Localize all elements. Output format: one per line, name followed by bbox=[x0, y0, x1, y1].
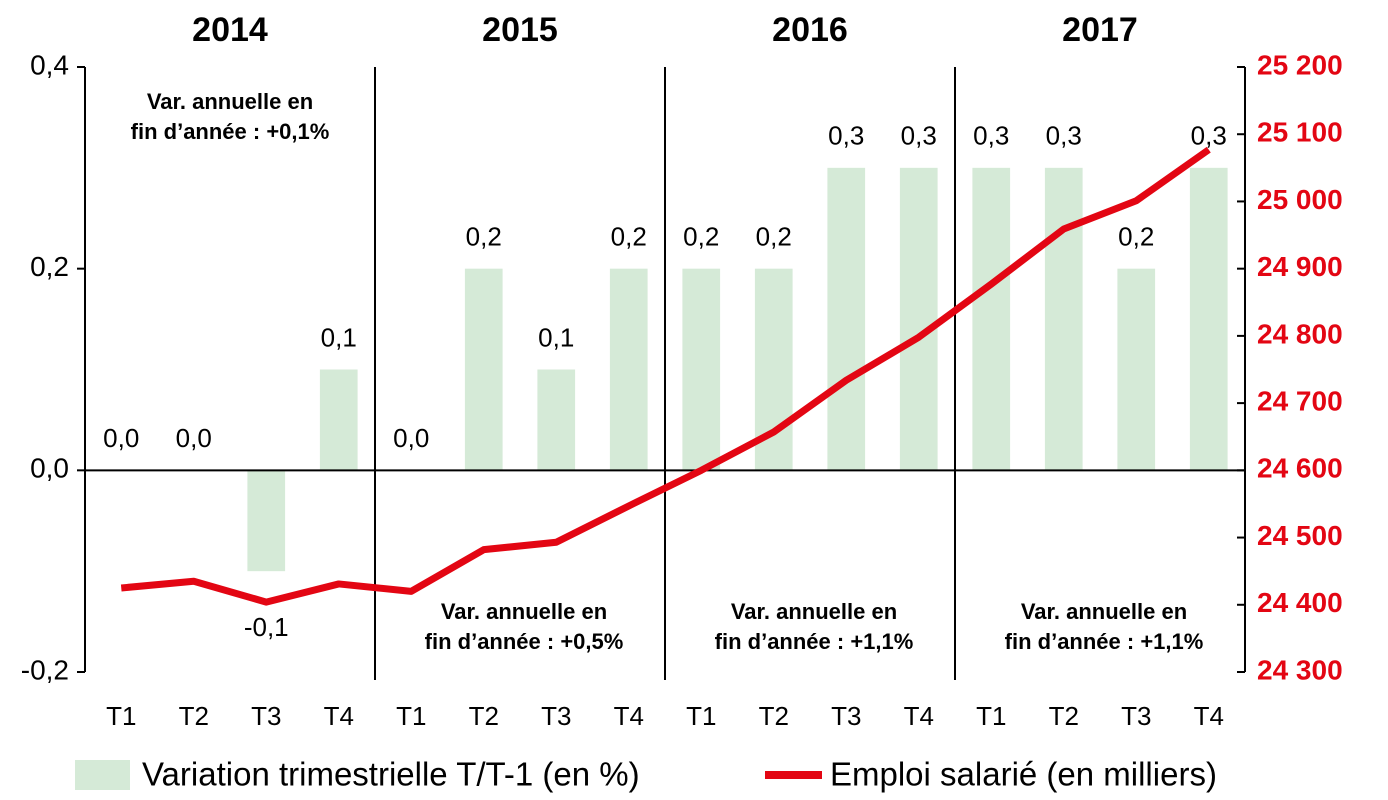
x-tick-label: T1 bbox=[396, 701, 426, 731]
x-tick-label: T1 bbox=[106, 701, 136, 731]
value-label: 0,3 bbox=[828, 121, 864, 151]
value-label: 0,2 bbox=[1118, 222, 1154, 252]
annotation: fin d’année : +1,1% bbox=[1005, 629, 1204, 654]
bar bbox=[899, 167, 938, 471]
x-tick-label: T1 bbox=[686, 701, 716, 731]
bar bbox=[537, 369, 576, 471]
y2-tick-label: 25 000 bbox=[1257, 184, 1343, 215]
bar bbox=[1189, 167, 1228, 471]
x-tick-label: T3 bbox=[1121, 701, 1151, 731]
annotation: fin d’année : +0,5% bbox=[425, 629, 624, 654]
bar bbox=[464, 268, 503, 471]
year-label: 2017 bbox=[1062, 11, 1138, 49]
year-label: 2014 bbox=[192, 11, 268, 49]
x-tick-label: T4 bbox=[904, 701, 934, 731]
year-label: 2016 bbox=[772, 11, 848, 49]
x-tick-label: T2 bbox=[759, 701, 789, 731]
value-label: 0,2 bbox=[756, 222, 792, 252]
bar bbox=[827, 167, 866, 471]
y2-tick-label: 24 700 bbox=[1257, 386, 1343, 417]
value-label: 0,1 bbox=[538, 322, 574, 352]
value-label: 0,0 bbox=[103, 423, 139, 453]
line-series bbox=[120, 146, 1211, 606]
y2-tick-label: 24 600 bbox=[1257, 453, 1343, 484]
value-label: -0,1 bbox=[244, 612, 289, 642]
annotation: Var. annuelle en bbox=[441, 599, 607, 624]
value-label: 0,2 bbox=[683, 222, 719, 252]
y-tick-label: -0,2 bbox=[21, 654, 69, 685]
bar bbox=[319, 369, 358, 471]
legend-label: Variation trimestrielle T/T-1 (en %) bbox=[142, 756, 640, 793]
y2-tick-label: 25 200 bbox=[1257, 49, 1343, 80]
value-label: 0,1 bbox=[321, 322, 357, 352]
value-label: 0,3 bbox=[1191, 121, 1227, 151]
y-tick-label: 0,0 bbox=[30, 453, 69, 484]
annotation: fin d’année : +0,1% bbox=[131, 119, 330, 144]
x-tick-label: T3 bbox=[251, 701, 281, 731]
legend-label: Emploi salarié (en milliers) bbox=[830, 756, 1217, 793]
y2-tick-label: 24 500 bbox=[1257, 520, 1343, 551]
y-tick-label: 0,2 bbox=[30, 251, 69, 282]
x-tick-label: T1 bbox=[976, 701, 1006, 731]
year-label: 2015 bbox=[482, 11, 558, 49]
y2-tick-label: 24 300 bbox=[1257, 654, 1343, 685]
bar bbox=[972, 167, 1011, 471]
x-tick-label: T3 bbox=[541, 701, 571, 731]
bar bbox=[1117, 268, 1156, 471]
bar bbox=[1044, 167, 1083, 471]
y2-tick-label: 24 900 bbox=[1257, 251, 1343, 282]
x-tick-label: T4 bbox=[1194, 701, 1224, 731]
y2-tick-label: 25 100 bbox=[1257, 117, 1343, 148]
y2-tick-label: 24 400 bbox=[1257, 587, 1343, 618]
x-tick-label: T2 bbox=[1049, 701, 1079, 731]
x-tick-label: T4 bbox=[324, 701, 354, 731]
value-label: 0,0 bbox=[176, 423, 212, 453]
value-label: 0,2 bbox=[611, 222, 647, 252]
annotation: fin d’année : +1,1% bbox=[715, 629, 914, 654]
value-label: 0,2 bbox=[466, 222, 502, 252]
y2-tick-label: 24 800 bbox=[1257, 318, 1343, 349]
bar bbox=[247, 470, 286, 572]
x-tick-label: T4 bbox=[614, 701, 644, 731]
annotation: Var. annuelle en bbox=[731, 599, 897, 624]
x-tick-label: T2 bbox=[469, 701, 499, 731]
annotation: Var. annuelle en bbox=[147, 89, 313, 114]
annotation: Var. annuelle en bbox=[1021, 599, 1187, 624]
value-label: 0,3 bbox=[901, 121, 937, 151]
value-label: 0,3 bbox=[973, 121, 1009, 151]
y-tick-label: 0,4 bbox=[30, 49, 69, 80]
x-tick-label: T3 bbox=[831, 701, 861, 731]
legend-swatch bbox=[75, 760, 130, 790]
value-label: 0,0 bbox=[393, 423, 429, 453]
x-tick-label: T2 bbox=[179, 701, 209, 731]
value-label: 0,3 bbox=[1046, 121, 1082, 151]
bar bbox=[682, 268, 721, 471]
bar bbox=[609, 268, 648, 471]
